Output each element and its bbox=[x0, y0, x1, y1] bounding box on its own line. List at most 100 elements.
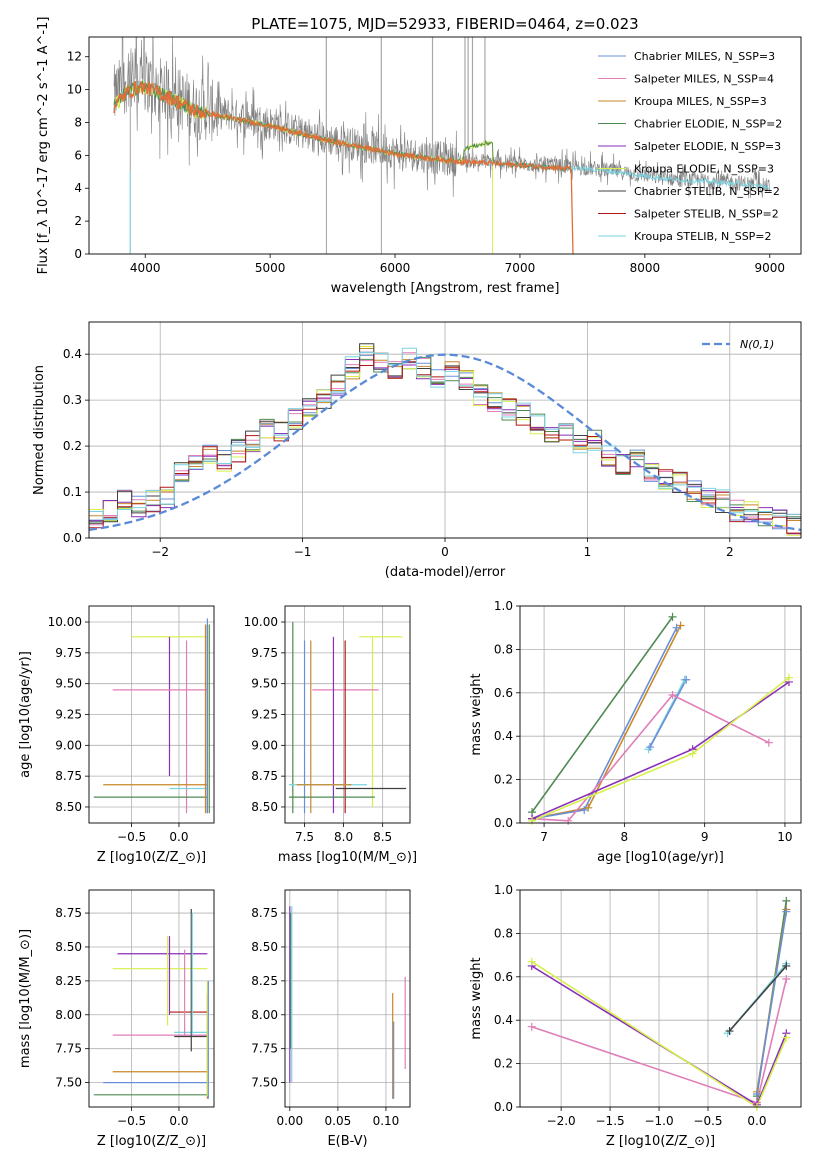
mass-weight-point bbox=[752, 1089, 761, 1098]
y-tick-label: 0 bbox=[74, 247, 82, 261]
y-tick-label: 8.50 bbox=[251, 800, 278, 814]
mass-weight-point bbox=[668, 612, 677, 621]
x-axis-label: (data-model)/error bbox=[385, 565, 506, 580]
spectrum-legend: Chabrier MILES, N_SSP=3 Salpeter MILES, N… bbox=[598, 50, 782, 243]
y-tick-label: 0.3 bbox=[63, 393, 82, 407]
mass-weight-point bbox=[527, 1022, 536, 1031]
x-tick-label: −2 bbox=[151, 545, 169, 559]
mass-vs-metallicity-panel: −0.5 0.0 7.50 7.75 8.00 8.25 8.50 8.75 Z [log10(… bbox=[18, 889, 215, 1149]
y-tick-label: 9.75 bbox=[251, 646, 278, 660]
x-tick-label: 7000 bbox=[505, 261, 536, 275]
y-tick-label: 6 bbox=[74, 148, 82, 162]
plot-area bbox=[93, 618, 210, 814]
mass-weight-line bbox=[728, 965, 787, 1032]
age-vs-metallicity-panel: −0.5 0.0 8.50 8.75 9.00 9.25 9.50 9.75 10.00 Z [l… bbox=[18, 605, 215, 865]
y-tick-label: 2 bbox=[74, 214, 82, 228]
y-tick-label: 0.6 bbox=[494, 686, 513, 700]
x-tick-label: 8000 bbox=[630, 261, 661, 275]
axes-frame bbox=[519, 889, 802, 1108]
x-tick-label: 9 bbox=[701, 830, 709, 844]
mass-weight-point bbox=[676, 621, 685, 630]
x-tick-label: 7 bbox=[540, 830, 548, 844]
y-tick-label: 7.50 bbox=[55, 1076, 82, 1090]
legend-entry: Salpeter ELODIE, N_SSP=3 bbox=[634, 140, 781, 153]
x-tick-label: −1 bbox=[294, 545, 312, 559]
y-tick-label: 8.00 bbox=[251, 1008, 278, 1022]
y-axis-label: mass weight bbox=[469, 673, 484, 755]
y-tick-label: 4 bbox=[74, 181, 82, 195]
mass-weight-line bbox=[756, 911, 788, 1095]
x-axis-label: Z [log10(Z/Z_⊙)] bbox=[606, 1134, 715, 1149]
legend-entry: Chabrier STELIB, N_SSP=2 bbox=[634, 185, 780, 198]
x-tick-label: 9000 bbox=[754, 261, 785, 275]
y-tick-label: 0.4 bbox=[494, 729, 513, 743]
mass-weight-point bbox=[688, 749, 697, 758]
chart-title: PLATE=1075, MJD=52933, FIBERID=0464, z=0… bbox=[251, 15, 638, 33]
x-tick-label: −1.5 bbox=[596, 1114, 625, 1128]
x-tick-label: 7.5 bbox=[295, 830, 314, 844]
y-tick-label: 8.50 bbox=[55, 800, 82, 814]
x-tick-label: 0.05 bbox=[325, 1114, 352, 1128]
mass-weight-point bbox=[782, 961, 791, 970]
y-tick-label: 0.2 bbox=[494, 773, 513, 787]
y-tick-label: 1.0 bbox=[494, 599, 513, 613]
y-axis-label: mass [log10(M/M_⊙)] bbox=[18, 929, 33, 1068]
mass-weight-point bbox=[782, 1033, 791, 1042]
axes-frame bbox=[284, 889, 411, 1108]
mass-weight-line bbox=[531, 676, 790, 822]
x-tick-label: 4000 bbox=[130, 261, 161, 275]
plot-area bbox=[288, 622, 407, 814]
model-spectrum bbox=[113, 80, 574, 254]
legend-entry: Kroupa ELODIE, N_SSP=3 bbox=[634, 163, 774, 176]
y-tick-label: 8.75 bbox=[55, 769, 82, 783]
legend-entry: Salpeter MILES, N_SSP=4 bbox=[634, 73, 774, 86]
y-axis-label: mass weight bbox=[469, 957, 484, 1039]
x-tick-label: 0.00 bbox=[276, 1114, 303, 1128]
residual-histogram-panel: −2 −1 0 1 2 0.0 0.1 0.2 0.3 0.4 (data-model)/error… bbox=[32, 321, 802, 580]
y-tick-label: 9.50 bbox=[251, 677, 278, 691]
legend-entry: Kroupa MILES, N_SSP=3 bbox=[634, 95, 767, 108]
x-axis-label: Z [log10(Z/Z_⊙)] bbox=[97, 1134, 206, 1149]
legend-entry: Salpeter STELIB, N_SSP=2 bbox=[634, 208, 779, 221]
x-axis-label: wavelength [Angstrom, rest frame] bbox=[331, 281, 560, 296]
residual-histogram-step bbox=[89, 347, 801, 520]
age-vs-mass-panel: 7.5 8.0 8.5 8.50 8.75 9.00 9.25 9.50 9.75 10.00 ma… bbox=[244, 605, 417, 865]
x-tick-label: 8.0 bbox=[334, 830, 353, 844]
y-tick-label: 8.50 bbox=[55, 940, 82, 954]
mass-weight-point bbox=[672, 623, 681, 632]
x-tick-label: 0 bbox=[441, 545, 449, 559]
y-tick-label: 10 bbox=[67, 83, 82, 97]
y-tick-label: 8.50 bbox=[251, 940, 278, 954]
mass-weight-vs-age-panel: 7 8 9 10 0.0 0.2 0.4 0.6 0.8 1.0 age [log10(age/yr… bbox=[469, 599, 802, 865]
y-tick-label: 9.25 bbox=[55, 708, 82, 722]
axes-frame bbox=[519, 605, 802, 824]
axes-frame bbox=[88, 36, 802, 255]
observed-spectrum bbox=[113, 37, 771, 199]
mass-vs-ebv-panel: 0.00 0.05 0.10 7.50 7.75 8.00 8.25 8.50 8.75 E(B-… bbox=[251, 889, 411, 1149]
mass-weight-line bbox=[531, 960, 788, 1107]
y-tick-label: 7.75 bbox=[251, 1042, 278, 1056]
mass-weight-point bbox=[782, 907, 791, 916]
y-axis-label: age [log10(age/yr)] bbox=[18, 651, 33, 778]
y-tick-label: 0.8 bbox=[494, 642, 513, 656]
mass-weight-line bbox=[649, 679, 687, 748]
x-tick-label: 8.5 bbox=[373, 830, 392, 844]
y-tick-label: 0.0 bbox=[494, 816, 513, 830]
y-axis-label: Normed distribution bbox=[32, 365, 47, 495]
y-tick-label: 9.75 bbox=[55, 646, 82, 660]
y-tick-label: 10.00 bbox=[48, 615, 82, 629]
y-tick-label: 0.6 bbox=[494, 970, 513, 984]
x-tick-label: 0.0 bbox=[747, 1114, 766, 1128]
y-tick-label: 0.2 bbox=[63, 439, 82, 453]
normal-curve bbox=[89, 353, 801, 532]
y-tick-label: 0.0 bbox=[494, 1100, 513, 1114]
x-tick-label: 10 bbox=[777, 830, 792, 844]
mass-weight-point bbox=[725, 1027, 734, 1036]
axes-frame bbox=[284, 605, 411, 824]
y-tick-label: 0.1 bbox=[63, 485, 82, 499]
x-tick-label: −2.0 bbox=[547, 1114, 576, 1128]
x-tick-label: −0.5 bbox=[693, 1114, 722, 1128]
x-axis-label: age [log10(age/yr)] bbox=[597, 850, 724, 865]
y-tick-label: 0.4 bbox=[494, 1013, 513, 1027]
